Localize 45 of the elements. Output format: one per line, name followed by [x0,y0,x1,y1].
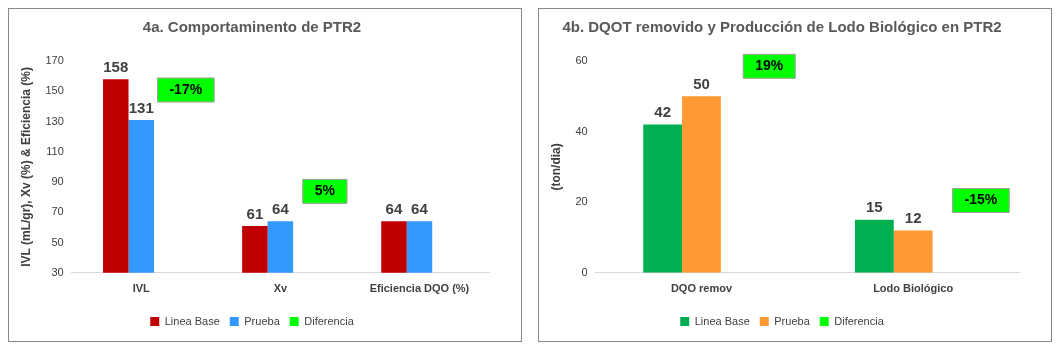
bar [854,219,894,273]
legend-label: Linea Base [694,314,750,327]
x-tick-label: Eficiencia DQO (%) [369,282,470,295]
bar [682,96,721,273]
data-label: 158 [103,57,129,75]
annotation: 19% [755,57,784,74]
bar [893,230,933,273]
data-label: 12 [904,209,922,227]
y-tick-label: 0 [581,265,588,278]
bar [643,124,683,273]
legend-label: Prueba [774,314,811,327]
y-tick-label: 150 [45,84,64,97]
y-tick-label: 90 [51,175,64,188]
legend-label: Diferencia [304,314,355,327]
y-axis-title: (ton/dia) [548,143,563,191]
x-tick-label: IVL [132,282,151,295]
y-tick-label: 60 [575,54,588,67]
y-tick-label: 170 [45,54,64,67]
annotation: -15% [964,191,998,208]
annotation: 5% [314,182,336,199]
y-axis-title: IVL (mL/gr), Xv (%) & Eficiencia (%) [18,66,33,267]
y-tick-label: 130 [45,114,64,127]
x-tick-label: DQO remov [670,282,733,295]
y-tick-label: 110 [46,144,64,157]
data-label: 61 [246,204,264,222]
chart-title: 4a. Comportaminento de PTR2 [142,18,362,36]
data-label: 64 [385,200,403,217]
y-tick-label: 30 [51,265,64,278]
data-label: 131 [128,98,154,116]
y-tick-label: 20 [575,195,588,208]
legend-label: Linea Base [164,314,220,327]
data-label: 42 [654,103,672,121]
y-tick-label: 70 [51,205,64,218]
y-tick-label: 50 [51,235,64,248]
annotation: -17% [169,80,203,97]
data-label: 50 [693,74,710,92]
x-tick-label: Xv [273,282,288,295]
data-label: 15 [866,198,883,216]
chart-title: 4b. DQOT removido y Producción de Lodo Biológico en PTR2 [562,18,1002,36]
data-label: 64 [272,200,290,217]
legend-label: Prueba [244,314,281,327]
data-label: 64 [411,200,429,217]
y-tick-label: 40 [575,124,588,137]
legend-label: Diferencia [834,314,885,327]
x-tick-label: Lodo Biológico [873,282,954,295]
